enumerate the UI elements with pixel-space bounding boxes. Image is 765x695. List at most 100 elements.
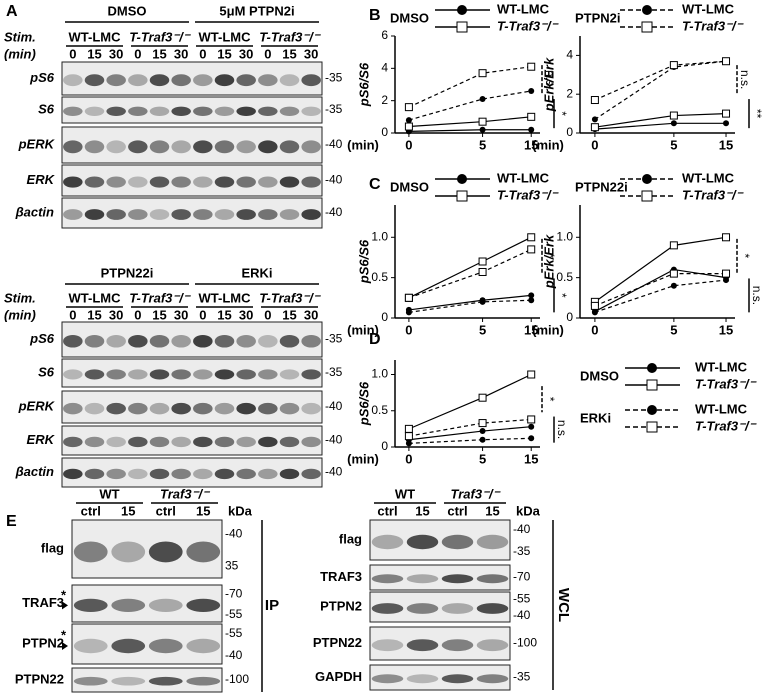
band xyxy=(258,106,278,116)
band xyxy=(63,468,83,480)
band xyxy=(171,334,191,348)
band xyxy=(476,639,509,652)
point xyxy=(479,428,486,435)
band xyxy=(258,334,278,348)
x-tick-label: 0 xyxy=(591,137,598,152)
panel-letter: D xyxy=(369,331,381,348)
band xyxy=(193,468,213,480)
legend-marker xyxy=(457,174,467,184)
band xyxy=(279,436,300,448)
row-label: TRAF3 xyxy=(22,595,64,610)
band xyxy=(258,402,278,415)
genotype-label: WT-LMC xyxy=(69,29,122,44)
band xyxy=(111,676,146,686)
point xyxy=(670,282,677,289)
significance-label: n.s. xyxy=(738,70,752,89)
point xyxy=(527,370,536,379)
band xyxy=(106,106,126,116)
blot-strip xyxy=(369,519,511,561)
point xyxy=(527,112,536,121)
series-line xyxy=(594,279,727,313)
band xyxy=(406,639,439,652)
row-label: PTPN22 xyxy=(15,671,64,686)
x-axis-label: (min) xyxy=(532,322,564,337)
point xyxy=(405,440,412,447)
row-label: pERK xyxy=(18,398,56,413)
band xyxy=(106,468,126,480)
legend-label: WT-LMC xyxy=(497,1,550,16)
row-label: pS6 xyxy=(29,70,55,85)
series-line xyxy=(408,437,532,444)
lane-label: ctrl xyxy=(156,503,176,518)
band xyxy=(236,176,256,188)
group-label: 5μM PTPN2i xyxy=(219,3,294,18)
band xyxy=(149,436,170,448)
stim-label: Stim. xyxy=(4,290,36,305)
lane-label: 0 xyxy=(69,307,76,322)
point xyxy=(527,245,536,254)
band xyxy=(236,402,256,415)
legend-title: ERKi xyxy=(580,410,611,425)
legend-label: T-Traf3⁻/⁻ xyxy=(695,418,758,433)
blot-strip xyxy=(71,667,223,693)
band xyxy=(301,436,321,448)
band xyxy=(84,468,105,480)
series-line xyxy=(594,236,727,303)
legend-label: T-Traf3⁻/⁻ xyxy=(497,18,560,33)
lane-label: 30 xyxy=(109,46,123,61)
band xyxy=(301,176,321,188)
band xyxy=(73,638,108,654)
band xyxy=(128,369,148,380)
lane-label: 15 xyxy=(217,46,231,61)
y-tick-label: 0.5 xyxy=(371,270,388,284)
row-label: S6 xyxy=(38,101,55,116)
x-tick-label: 5 xyxy=(479,322,486,337)
stim-label: (min) xyxy=(4,307,36,322)
band xyxy=(371,534,404,550)
legend-label: T-Traf3⁻/⁻ xyxy=(695,376,758,391)
mw-marker: -35 xyxy=(325,71,343,85)
blot-strip xyxy=(61,390,323,424)
y-tick-label: 0 xyxy=(566,125,573,139)
y-tick-label: 6 xyxy=(381,28,388,42)
row-label: pERK xyxy=(18,136,56,151)
x-tick-label: 0 xyxy=(405,322,412,337)
band xyxy=(279,402,300,415)
band xyxy=(476,534,509,550)
group-label: PTPN22i xyxy=(101,265,154,280)
genotype-label: Traf3⁻/⁻ xyxy=(160,486,211,501)
lane-label: 0 xyxy=(199,46,206,61)
point xyxy=(670,120,677,127)
point xyxy=(723,277,730,284)
point xyxy=(528,297,535,304)
mw-marker: -70 xyxy=(225,586,243,600)
band xyxy=(214,369,235,380)
y-axis-label: pErk/Erk xyxy=(541,234,556,289)
series-line xyxy=(408,294,532,311)
band xyxy=(106,436,126,448)
x-tick-label: 15 xyxy=(719,137,733,152)
band xyxy=(279,209,300,220)
point xyxy=(669,111,678,120)
y-tick-label: 0.5 xyxy=(371,403,388,417)
x-tick-label: 0 xyxy=(591,322,598,337)
band xyxy=(106,334,126,348)
band xyxy=(236,334,256,348)
band xyxy=(128,176,148,188)
mw-marker: -40 xyxy=(325,205,343,219)
x-tick-label: 0 xyxy=(405,451,412,466)
y-tick-label: 0 xyxy=(566,310,573,324)
lane-label: 0 xyxy=(134,46,141,61)
band xyxy=(258,369,278,380)
y-tick-label: 4 xyxy=(381,61,388,75)
point xyxy=(478,267,487,276)
point xyxy=(478,117,487,126)
lane-label: 15 xyxy=(152,307,166,322)
band xyxy=(406,574,439,584)
band xyxy=(258,176,278,188)
band xyxy=(236,106,256,116)
legend-label: T-Traf3⁻/⁻ xyxy=(497,187,560,202)
band xyxy=(148,638,183,654)
band xyxy=(193,140,213,154)
band xyxy=(371,603,404,614)
